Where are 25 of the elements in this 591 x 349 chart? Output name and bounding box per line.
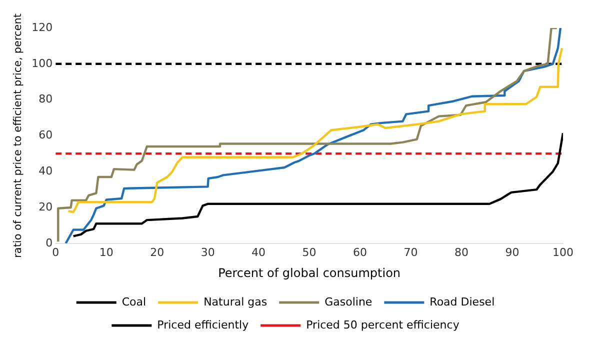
y-tick-label: 60 (38, 128, 53, 142)
y-tick-label: 120 (32, 20, 53, 34)
legend-label: Coal (122, 295, 146, 308)
y-tick-label: 80 (38, 92, 53, 106)
x-tick-label: 10 (99, 246, 114, 259)
x-tick-label: 90 (505, 246, 520, 259)
y-tick-label: 40 (38, 164, 53, 178)
x-tick-label: 50 (302, 246, 316, 259)
legend-label: Gasoline (324, 295, 372, 308)
y-tick-label: 20 (38, 200, 53, 214)
x-tick-label: 40 (252, 246, 266, 259)
x-tick-label: 70 (404, 246, 418, 259)
x-tick-label: 80 (454, 246, 469, 259)
y-axis-title: ratio of current price to efficient price, percent (12, 13, 24, 258)
x-axis-title: Percent of global consumption (218, 266, 401, 280)
x-tick-label: 20 (150, 246, 164, 259)
legend-label: Priced efficiently (157, 318, 250, 332)
legend-label: Natural gas (204, 295, 268, 308)
y-tick-label: 100 (32, 56, 53, 70)
x-tick-label: 60 (353, 246, 368, 259)
y-tick-label: 0 (46, 236, 53, 250)
legend-label: Priced 50 percent efficiency (306, 318, 460, 332)
x-tick-label: 100 (552, 246, 574, 259)
x-tick-label: 30 (200, 246, 215, 259)
legend-label: Road Diesel (430, 295, 495, 308)
